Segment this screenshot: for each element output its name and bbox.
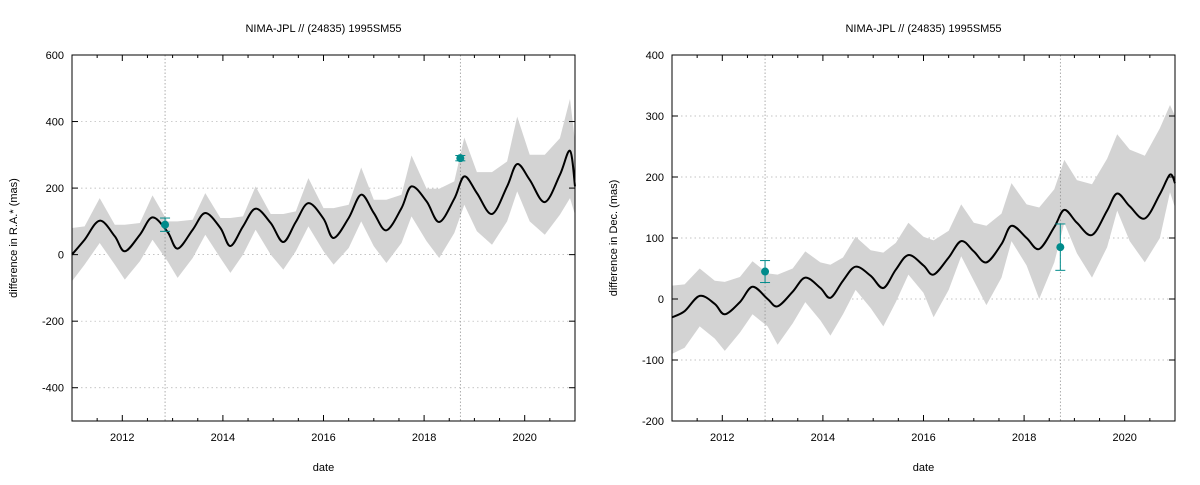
y-tick-label: 400 bbox=[646, 50, 664, 62]
y-tick-label: -400 bbox=[42, 383, 64, 395]
data-point bbox=[1056, 243, 1065, 252]
x-tick-label: 2018 bbox=[1012, 432, 1036, 444]
x-axis-label: date bbox=[913, 462, 934, 474]
uncertainty-band bbox=[672, 105, 1175, 354]
y-tick-label: -100 bbox=[642, 355, 664, 367]
y-tick-label: -200 bbox=[42, 316, 64, 328]
y-tick-label: 0 bbox=[658, 294, 664, 306]
y-tick-label: 0 bbox=[58, 250, 64, 262]
model-curve bbox=[71, 149, 576, 256]
y-tick-label: 300 bbox=[646, 111, 664, 123]
uncertainty-band bbox=[72, 98, 575, 282]
y-tick-label: 100 bbox=[646, 233, 664, 245]
chart-title: NIMA-JPL // (24835) 1995SM55 bbox=[845, 23, 1001, 35]
chart-panel-1: 2012 2014 2016 2018 2020 -400 -200 0 200 400 600 NI… bbox=[8, 23, 576, 474]
y-axis-label: difference in Dec. (mas) bbox=[608, 180, 620, 297]
x-tick-label: 2012 bbox=[110, 432, 134, 444]
x-tick-label: 2016 bbox=[911, 432, 935, 444]
chart-panel-2: 2012 2014 2016 2018 2020 -200 -100 0 100 200 300 40… bbox=[608, 23, 1176, 474]
y-tick-label: 200 bbox=[646, 172, 664, 184]
data-point bbox=[456, 154, 465, 163]
x-tick-label: 2016 bbox=[311, 432, 335, 444]
chart-title: NIMA-JPL // (24835) 1995SM55 bbox=[245, 23, 401, 35]
y-axis-label: difference in R.A.* (mas) bbox=[8, 178, 20, 298]
data-point bbox=[161, 220, 170, 229]
y-tick-label: 600 bbox=[46, 50, 64, 62]
y-tick-label: 200 bbox=[46, 183, 64, 195]
x-tick-label: 2020 bbox=[512, 432, 536, 444]
x-tick-label: 2018 bbox=[412, 432, 436, 444]
model-curve bbox=[671, 173, 1176, 319]
x-tick-label: 2014 bbox=[211, 432, 235, 444]
data-point bbox=[761, 267, 770, 276]
y-tick-label: 400 bbox=[46, 117, 64, 129]
x-tick-label: 2012 bbox=[710, 432, 734, 444]
x-tick-label: 2020 bbox=[1112, 432, 1136, 444]
x-tick-label: 2014 bbox=[811, 432, 835, 444]
y-tick-label: -200 bbox=[642, 416, 664, 428]
x-axis-label: date bbox=[313, 462, 334, 474]
